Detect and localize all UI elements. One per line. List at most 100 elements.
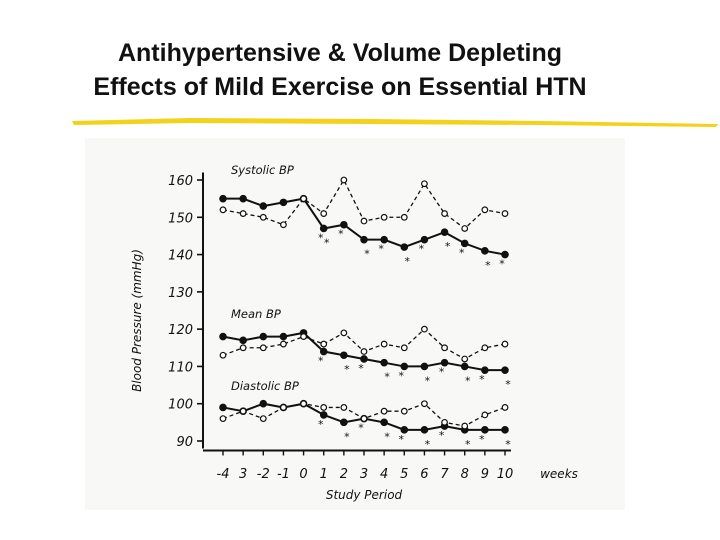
data-point-open [481, 411, 489, 419]
data-point-open [219, 206, 227, 214]
x-tick-label: 10 [497, 467, 514, 482]
data-point-filled [400, 243, 409, 251]
data-point-filled [360, 355, 368, 363]
significance-star: * [324, 236, 330, 249]
data-point-filled [440, 228, 449, 237]
significance-star: * [344, 430, 350, 443]
x-tick-label: 9 [481, 467, 489, 482]
data-point-filled [380, 235, 388, 244]
data-point-open [300, 400, 307, 408]
data-point-open [300, 195, 307, 203]
x-tick-label: 3 [360, 467, 368, 482]
x-tick-label: -4 [217, 467, 230, 482]
slide-title: Antihypertensive & Volume Depleting Effe… [0, 36, 680, 104]
data-point-open [219, 351, 227, 359]
significance-star: * [439, 429, 445, 442]
data-point-filled [481, 426, 489, 434]
significance-star: * [479, 433, 485, 446]
data-point-open [400, 213, 408, 221]
series-points-group [219, 176, 509, 434]
data-point-open [421, 180, 428, 188]
data-point-open [259, 213, 267, 221]
y-tick-label: 130 [168, 286, 193, 301]
x-tick-label: -2 [257, 467, 270, 482]
data-point-open [421, 325, 428, 333]
slide-title-line-2: Effects of Mild Exercise on Essential HT… [93, 73, 587, 101]
data-point-open [340, 176, 348, 184]
x-tick-label: 7 [440, 467, 449, 482]
y-tick-label: 160 [168, 174, 193, 189]
data-point-open [481, 344, 489, 352]
data-point-open [219, 415, 227, 423]
data-point-filled [319, 347, 328, 356]
data-point-filled [340, 418, 348, 427]
data-point-open [400, 407, 408, 415]
data-point-filled [319, 224, 328, 233]
data-point-filled [501, 366, 509, 374]
significance-star: * [459, 246, 465, 259]
data-point-filled [400, 426, 409, 434]
y-tick-label: 140 [168, 249, 193, 264]
data-point-filled [239, 194, 247, 203]
data-point-open [280, 404, 287, 411]
data-point-open [360, 415, 368, 423]
data-point-open [239, 407, 247, 415]
data-point-open [320, 210, 328, 217]
data-point-open [481, 206, 489, 214]
x-tick-label: 3 [239, 467, 247, 482]
data-point-filled [259, 399, 268, 408]
x-tick-label: 1 [320, 467, 328, 482]
y-tick-label: 150 [168, 211, 193, 226]
data-point-filled [420, 362, 429, 371]
significance-star: * [445, 240, 451, 253]
data-point-open [340, 329, 348, 337]
significance-star: * [399, 369, 405, 382]
series-group-label: Mean BP [231, 307, 281, 321]
data-point-open [501, 340, 509, 348]
data-point-open [461, 225, 469, 232]
chart-figure: 90 100 110 120 130 140 150 160 -4 3 -2 -1 0 1 2 3 4 5 6 7 8 9… [85, 138, 625, 510]
data-point-filled [219, 194, 227, 203]
significance-star: * [358, 362, 364, 375]
data-point-open [461, 422, 469, 430]
data-point-filled [481, 366, 489, 374]
significance-star: * [318, 231, 324, 244]
data-point-filled [340, 220, 348, 229]
data-point-filled [460, 239, 469, 248]
data-point-filled [279, 332, 288, 341]
significance-star: * [405, 255, 411, 268]
data-point-filled [259, 202, 268, 210]
y-axis-title: Blood Pressure (mmHg) [130, 249, 144, 392]
significance-star: * [384, 430, 390, 443]
significance-star: * [384, 371, 390, 384]
data-point-open [501, 210, 509, 217]
data-point-open [380, 213, 388, 221]
x-tick-label: 5 [400, 467, 408, 482]
slide-title-line-1: Antihypertensive & Volume Depleting [117, 39, 563, 67]
significance-star: * [419, 243, 425, 256]
data-point-filled [340, 351, 348, 360]
data-point-filled [501, 250, 509, 259]
data-point-open [380, 340, 388, 348]
data-point-filled [380, 418, 388, 427]
data-point-open [239, 210, 247, 217]
data-point-open [280, 340, 287, 348]
axes-group [197, 172, 511, 456]
significance-star: * [425, 374, 431, 387]
significance-star: * [505, 378, 511, 391]
significance-star: * [338, 228, 344, 241]
data-point-filled [259, 332, 268, 341]
data-point-filled [239, 336, 247, 345]
data-point-open [280, 221, 287, 229]
significance-star: * [318, 355, 324, 368]
data-point-filled [460, 362, 469, 371]
significance-star: * [465, 438, 471, 451]
significance-star: * [318, 418, 324, 431]
y-tick-label: 90 [176, 435, 193, 450]
series-group-label: Diastolic BP [231, 379, 299, 393]
data-point-open [441, 344, 448, 352]
x-tick-label: -1 [277, 467, 290, 482]
data-point-filled [360, 235, 368, 244]
significance-star: * [439, 366, 445, 379]
